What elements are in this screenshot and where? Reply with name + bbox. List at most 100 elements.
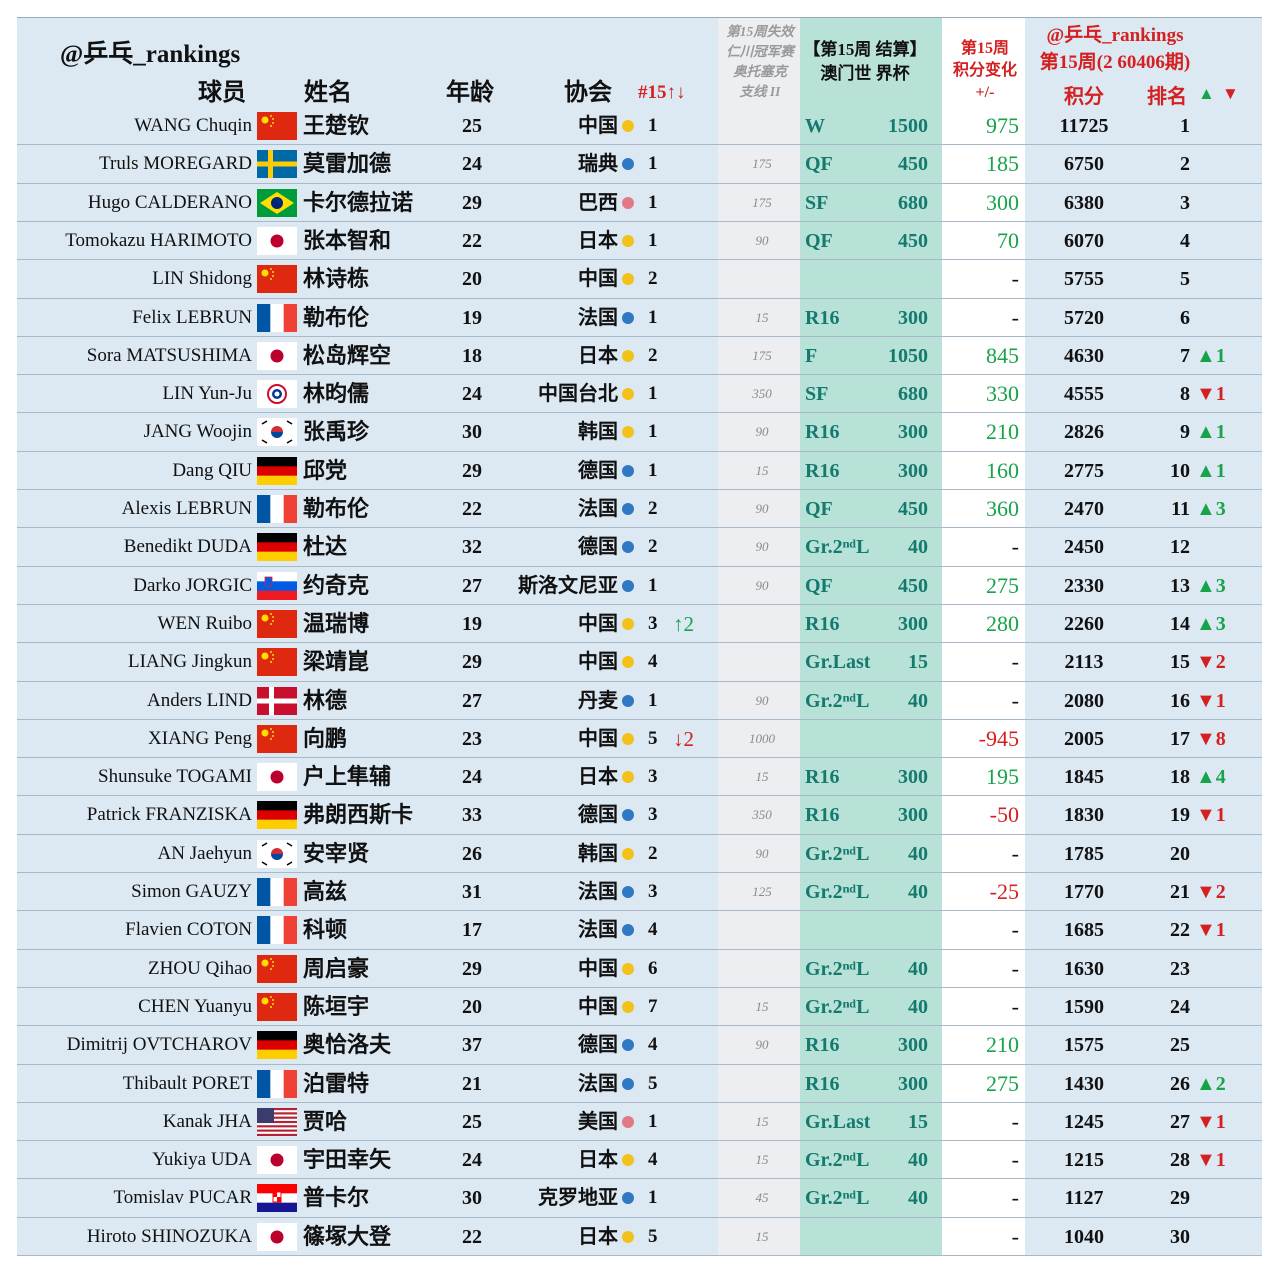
rank-move: ▲4 <box>1196 766 1226 789</box>
rank-15: 7 <box>648 995 658 1017</box>
event-points: 40 <box>908 842 928 865</box>
rank-move: ▼1 <box>1196 383 1226 406</box>
flag-icon <box>257 724 297 753</box>
association: 日本 <box>578 344 618 367</box>
assoc-dot <box>622 1039 634 1052</box>
row-rule <box>17 680 1262 682</box>
points: 1245 <box>1064 1110 1104 1133</box>
chinese-name: 林诗栋 <box>303 266 370 292</box>
flag <box>257 648 297 677</box>
event-stage: QF <box>805 153 833 176</box>
age: 24 <box>462 153 482 176</box>
event-stage: R16 <box>805 612 840 635</box>
assoc-dot <box>622 234 634 247</box>
chinese-name: 林昀儒 <box>303 381 370 407</box>
flag <box>257 456 297 486</box>
chinese-name: 普卡尔 <box>303 1185 370 1211</box>
lost-points: 175 <box>752 156 772 172</box>
assoc-dot <box>622 1154 634 1167</box>
up-symbol: ▲ <box>1198 84 1215 103</box>
points: 1830 <box>1064 804 1104 827</box>
flag-icon <box>257 533 297 562</box>
flag <box>257 609 297 638</box>
rank-15: 1 <box>648 1110 658 1132</box>
rank-15: 1 <box>648 459 658 481</box>
flag <box>257 265 297 294</box>
rank-15: 3 <box>648 881 658 902</box>
row-rule <box>17 1216 1262 1218</box>
event-stage: R16 <box>805 804 840 827</box>
assoc-dot <box>622 847 634 860</box>
rank: 29 <box>1170 1187 1190 1210</box>
rank: 5 <box>1180 268 1190 291</box>
association: 韩国 <box>578 421 618 444</box>
row-rule <box>17 795 1262 797</box>
row-rule <box>17 603 1262 605</box>
event-stage: W <box>805 115 825 137</box>
points-change: 210 <box>986 419 1019 445</box>
rank-15: 1 <box>648 306 658 328</box>
association: 法国 <box>578 881 618 903</box>
association: 法国 <box>578 498 618 520</box>
flag <box>257 341 297 370</box>
assoc-dot <box>622 1000 634 1013</box>
assoc-dot <box>622 962 634 975</box>
association: 日本 <box>578 766 618 789</box>
points: 2826 <box>1064 421 1104 444</box>
age: 19 <box>462 612 482 635</box>
lost-points: 15 <box>755 1228 769 1244</box>
rank-15: 1 <box>648 1187 658 1209</box>
player-name: LIN Shidong <box>152 268 252 290</box>
points-change: - <box>1011 649 1019 675</box>
player-name: Thibault PORET <box>122 1072 252 1094</box>
rank-15-move: ↓2 <box>673 726 694 751</box>
points: 1040 <box>1064 1225 1104 1248</box>
lost-col-bg <box>718 18 800 1256</box>
flag <box>257 380 297 409</box>
assoc-dot <box>622 924 634 937</box>
points-change: 330 <box>986 381 1019 407</box>
event-points: 300 <box>898 804 928 827</box>
row-rule <box>17 220 1262 222</box>
flag <box>257 878 298 906</box>
col-header: 年龄 <box>446 80 494 106</box>
row-rule <box>17 833 1262 835</box>
event-points: 15 <box>908 1110 928 1133</box>
chinese-name: 温瑞博 <box>303 610 370 636</box>
association: 日本 <box>578 1225 618 1248</box>
association: 丹麦 <box>578 689 618 712</box>
event-stage: R16 <box>805 766 840 789</box>
col-header: 排名 <box>1147 86 1187 108</box>
row-rule <box>17 412 1262 414</box>
event-stage: Gr.2ⁿᵈL <box>805 1149 870 1172</box>
row-rule <box>17 527 1262 529</box>
chinese-name: 篠塚大登 <box>303 1223 392 1249</box>
rank-15: 6 <box>648 957 658 979</box>
lost-points: 90 <box>755 845 769 861</box>
flag <box>257 571 297 601</box>
age: 29 <box>462 651 482 674</box>
player-name: Dimitrij OVTCHAROV <box>66 1034 252 1056</box>
rank-15: 1 <box>648 421 658 443</box>
association: 中国 <box>578 651 618 674</box>
rank-move: ▼1 <box>1196 1110 1226 1133</box>
rank-15-move: ↑2 <box>673 611 694 636</box>
player-name: Simon GAUZY <box>131 881 252 902</box>
flag <box>257 1184 297 1213</box>
rank-15: 1 <box>648 383 658 405</box>
association: 日本 <box>578 229 618 252</box>
points-change: -945 <box>978 725 1019 751</box>
chinese-name: 卡尔德拉诺 <box>303 189 414 215</box>
association: 美国 <box>578 1110 618 1133</box>
lost-points: 175 <box>752 347 772 363</box>
age: 26 <box>462 842 482 865</box>
points: 2005 <box>1064 727 1104 750</box>
rank: 24 <box>1170 995 1190 1018</box>
event-points: 15 <box>908 651 928 674</box>
points-change: - <box>1011 917 1019 943</box>
event-stage: Gr.2ⁿᵈL <box>805 1187 870 1210</box>
player-name: Tomokazu HARIMOTO <box>65 229 252 251</box>
flag <box>257 954 297 983</box>
lost-points: 45 <box>755 1190 769 1206</box>
age: 24 <box>462 1149 482 1172</box>
